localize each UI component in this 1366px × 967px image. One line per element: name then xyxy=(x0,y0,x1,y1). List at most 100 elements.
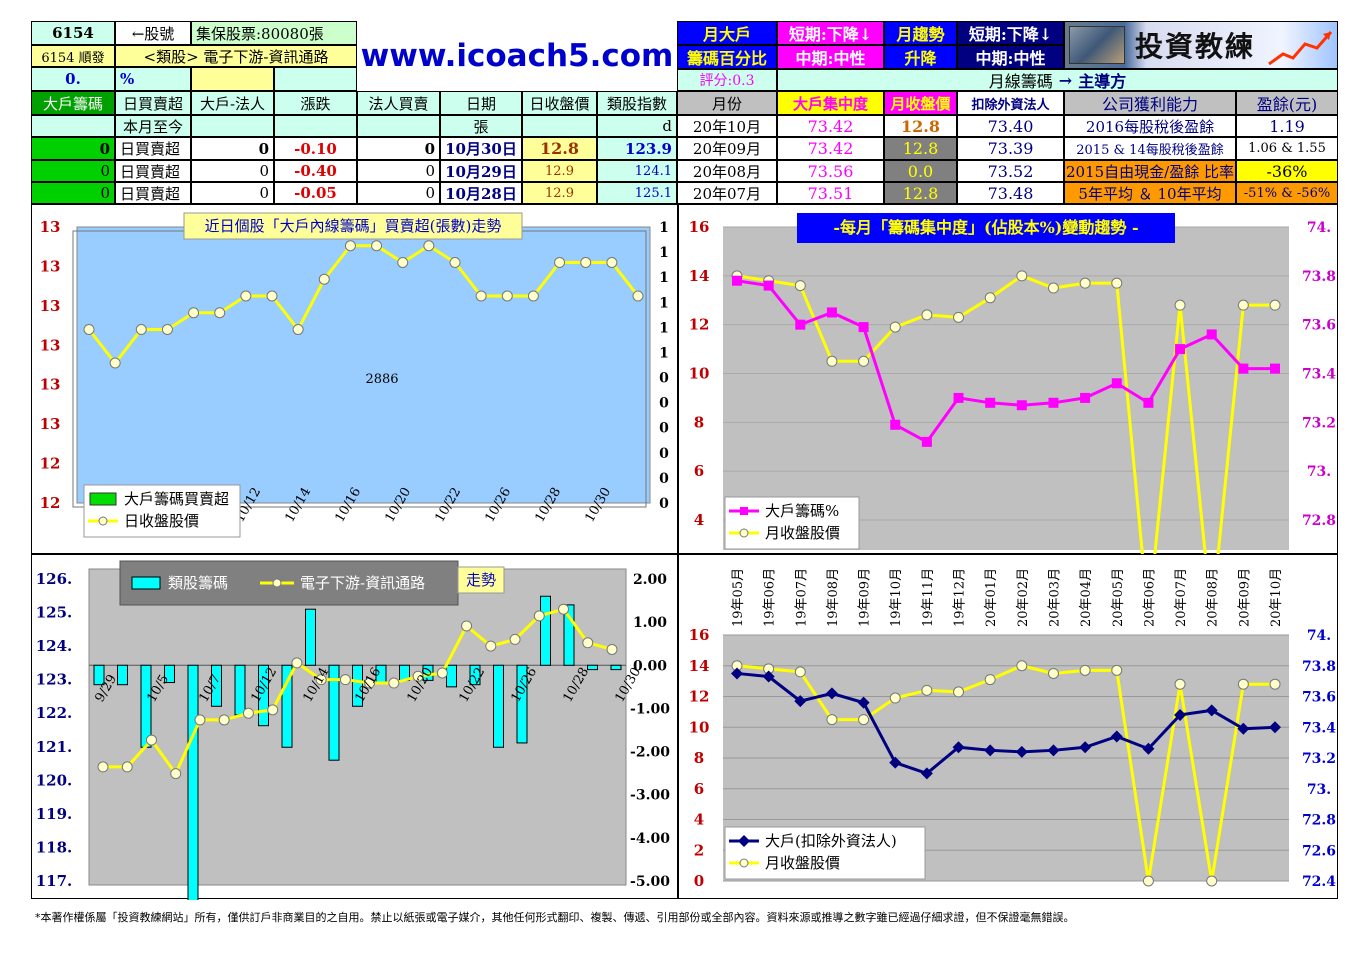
legend-marker xyxy=(739,528,749,538)
y-tick-label: 16 xyxy=(689,218,710,236)
y2-tick-label: 73.8 xyxy=(1302,659,1336,675)
sector-bar xyxy=(587,664,598,671)
y2-tick-label: 2.00 xyxy=(633,572,667,588)
y2-tick-label: 0 xyxy=(659,496,669,512)
concentration-point xyxy=(1206,329,1217,340)
y-tick-label: 14 xyxy=(689,657,710,675)
index-point xyxy=(558,603,570,615)
legend-marker xyxy=(272,578,282,588)
website-link[interactable]: www.icoach5.com xyxy=(360,38,674,74)
price-point xyxy=(527,290,539,302)
major-holder-point xyxy=(1015,745,1028,758)
y-tick-label: 12 xyxy=(689,316,710,334)
price-point xyxy=(240,290,252,302)
y2-tick-label: 1 xyxy=(659,270,669,286)
col-header-profitability: 公司獲利能力 xyxy=(1064,91,1236,115)
profit-row-label: 5年平均 ＆ 10年平均 xyxy=(1064,182,1236,204)
table-row-sector: 125.1 xyxy=(597,182,677,204)
concentration-point xyxy=(1048,397,1059,408)
y-tick-label: 8 xyxy=(694,413,704,431)
x-tick-label: 19年11月 xyxy=(921,568,936,627)
price-point xyxy=(423,240,435,252)
concentration-point xyxy=(763,280,774,291)
y2-tick-label: 73.4 xyxy=(1302,720,1336,736)
profit-row-value: 1.19 xyxy=(1236,115,1338,137)
sector-bar xyxy=(469,664,481,686)
major-holder-point xyxy=(952,741,965,754)
short-term-2: 短期:下降↓ xyxy=(957,21,1064,45)
concentration-point xyxy=(795,319,806,330)
growth-chart-icon xyxy=(1268,31,1333,66)
y-tick-label: 119. xyxy=(36,805,73,823)
index-line xyxy=(103,607,613,777)
month-holder-subtitle: 籌碼百分比 xyxy=(677,45,777,69)
col-header-major-minus-inst: 大戶-法人 xyxy=(191,91,274,115)
price-point xyxy=(1111,664,1123,676)
chart-title: 近日個股「大戶內線籌碼」買賣超(張數)走勢 xyxy=(205,217,502,235)
concentration-point xyxy=(890,419,901,430)
y2-tick-label: 72.6 xyxy=(1302,843,1336,859)
index-point xyxy=(412,670,424,682)
price-point xyxy=(501,290,513,302)
sector-bar xyxy=(117,664,128,686)
concentration-line xyxy=(736,279,1275,444)
major-holder-point xyxy=(1174,708,1187,721)
index-point xyxy=(97,761,109,773)
concentration-point xyxy=(1238,363,1249,374)
profit-row-value: -36% xyxy=(1236,160,1338,182)
logo-text: 投資教練 xyxy=(1135,30,1256,63)
index-point xyxy=(606,643,618,655)
legend-label: 大戶(扣除外資法人) xyxy=(765,832,897,850)
price-point xyxy=(397,257,409,268)
major-holder-point xyxy=(1142,742,1155,755)
table-row-change: -0.05 xyxy=(274,182,357,204)
sector-bar xyxy=(610,664,622,671)
table-row-label: 日買賣超 xyxy=(115,137,191,160)
y2-tick-label: 0 xyxy=(659,421,669,437)
y2-tick-label: 72.8 xyxy=(1302,513,1336,529)
leader-label: 主導方 xyxy=(1078,72,1127,91)
monthly-label: 月線籌碼 xyxy=(988,72,1053,91)
concentration-point xyxy=(732,275,742,286)
month-row-close: 12.8 xyxy=(884,182,957,204)
month-row-ex-foreign: 73.39 xyxy=(957,137,1064,160)
table-row-major: 0 xyxy=(31,160,115,182)
sector-bar xyxy=(234,664,246,716)
y2-tick-label: 0 xyxy=(659,371,669,387)
profit-row-label: 2015自由現金/盈餘 比率 xyxy=(1064,160,1236,182)
concentration-point xyxy=(921,436,932,447)
x-tick-label: 20年07月 xyxy=(1174,568,1189,627)
plot-area xyxy=(723,227,1289,550)
sector-bar xyxy=(516,664,528,744)
score-value: 評分:0.3 xyxy=(677,69,777,91)
concentration-point xyxy=(953,392,964,403)
y-tick-label: 13 xyxy=(40,415,61,433)
price-point xyxy=(1174,678,1186,690)
col-header-date: 日期 xyxy=(440,91,522,115)
price-point xyxy=(826,714,838,726)
y-tick-label: 4 xyxy=(694,511,704,529)
y-tick-label: 13 xyxy=(40,336,61,354)
col-header-major: 大戶籌碼 xyxy=(31,91,115,115)
price-point xyxy=(188,307,200,319)
price-point xyxy=(344,240,356,252)
industry-name: <類股> 電子下游-資訊通路 xyxy=(115,45,357,67)
major-holder-point xyxy=(920,767,933,780)
table-row-major: 0 xyxy=(31,182,115,204)
table-row-inst: 0 xyxy=(357,137,440,160)
y2-tick-label: 73.8 xyxy=(1302,269,1336,285)
price-point xyxy=(921,684,933,696)
x-tick-label: 20年04月 xyxy=(1079,568,1094,627)
legend-box xyxy=(724,826,926,880)
price-point xyxy=(135,324,147,335)
price-point xyxy=(1047,282,1059,294)
concentration-point xyxy=(1111,378,1122,389)
y2-tick-label: 0.00 xyxy=(633,658,667,674)
major-holder-point xyxy=(1110,730,1123,743)
index-point xyxy=(461,620,473,632)
major-holder-point xyxy=(825,687,838,700)
y2-tick-label: 1 xyxy=(659,320,669,336)
major-holder-point xyxy=(1047,744,1060,757)
subrow-blank xyxy=(191,115,274,137)
